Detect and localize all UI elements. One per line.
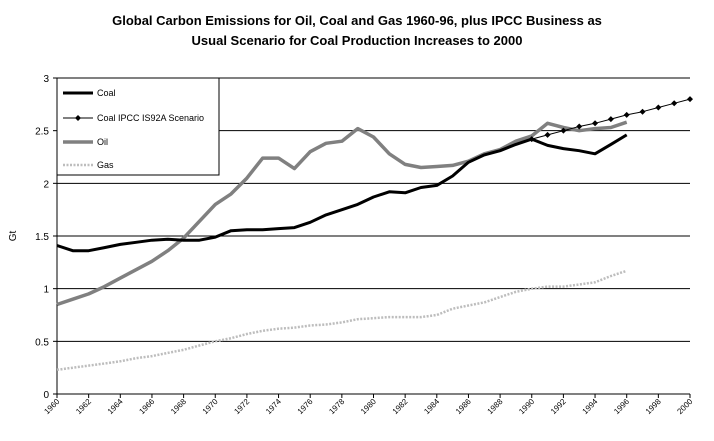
x-tick-label: 1964 <box>106 397 125 416</box>
y-tick-label: 0 <box>43 390 49 401</box>
y-tick-label: 3 <box>43 74 49 85</box>
x-tick-label: 1980 <box>359 397 378 416</box>
y-tick-label: 0.5 <box>35 337 49 348</box>
data-point-coal-ipcc-is92a-scenario <box>544 131 551 138</box>
data-point-coal-ipcc-is92a-scenario <box>639 108 646 115</box>
data-point-coal-ipcc-is92a-scenario <box>687 96 693 103</box>
x-tick-label: 1968 <box>169 397 188 416</box>
x-tick-label: 1966 <box>137 397 156 416</box>
x-tick-label: 1996 <box>612 397 631 416</box>
data-point-coal-ipcc-is92a-scenario <box>576 123 583 130</box>
x-tick-label: 1992 <box>549 397 568 416</box>
x-tick-label: 1998 <box>644 397 663 416</box>
data-point-coal-ipcc-is92a-scenario <box>592 120 599 127</box>
data-point-coal-ipcc-is92a-scenario <box>671 100 678 107</box>
legend-label-coal-ipcc-is92a-scenario: Coal IPCC IS92A Scenario <box>97 113 204 123</box>
legend-label-gas: Gas <box>97 160 114 170</box>
chart-title-line-1: Global Carbon Emissions for Oil, Coal an… <box>112 13 602 28</box>
legend-marker-coal-ipcc-is92a-scenario <box>75 115 81 121</box>
data-point-coal-ipcc-is92a-scenario <box>655 104 662 111</box>
x-tick-label: 1982 <box>391 397 410 416</box>
x-tick-label: 1984 <box>422 397 441 416</box>
x-tick-label: 1970 <box>201 397 220 416</box>
x-tick-label: 1978 <box>327 397 346 416</box>
series-group <box>56 96 693 372</box>
y-tick-label: 2 <box>43 179 49 190</box>
x-tick-label: 1986 <box>454 397 473 416</box>
legend: Coal Coal IPCC IS92A Scenario Oil Gas <box>56 77 220 176</box>
x-tick-label: 1974 <box>264 397 283 416</box>
y-tick-label: 2.5 <box>35 127 49 138</box>
x-tick-label: 1994 <box>581 397 600 416</box>
series-line-gas <box>56 269 628 372</box>
legend-label-oil: Oil <box>97 137 108 147</box>
y-axis-label: Gt <box>8 231 19 242</box>
data-point-coal-ipcc-is92a-scenario <box>607 116 614 123</box>
x-tick-label: 1988 <box>486 397 505 416</box>
x-tick-label: 1990 <box>517 397 536 416</box>
chart-title-line-2: Usual Scenario for Coal Production Incre… <box>192 33 523 48</box>
data-point-coal-ipcc-is92a-scenario <box>528 136 535 143</box>
x-tick-label: 1976 <box>296 397 315 416</box>
y-tick-label: 1 <box>43 285 49 296</box>
data-point-coal-ipcc-is92a-scenario <box>623 111 630 118</box>
x-tick-label: 1972 <box>232 397 251 416</box>
legend-label-coal: Coal <box>97 88 116 98</box>
y-tick-label: 1.5 <box>35 232 49 243</box>
x-tick-label: 1962 <box>74 397 93 416</box>
x-tick-label: 2000 <box>675 397 694 416</box>
series-line-oil <box>56 120 628 307</box>
data-point-coal-ipcc-is92a-scenario <box>560 127 567 134</box>
